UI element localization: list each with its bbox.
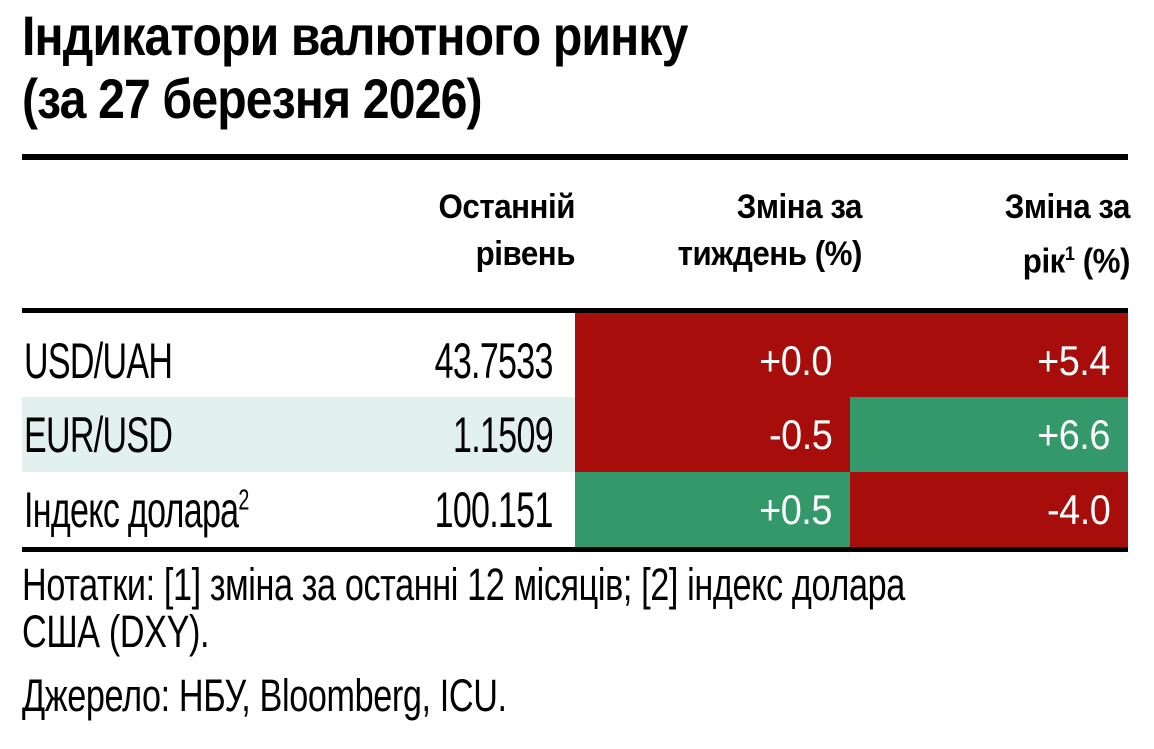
week-change-value: +0.0	[759, 337, 832, 384]
column-header-year-change-line2: рік1 (%)	[872, 231, 1131, 285]
header-divider	[22, 308, 1128, 313]
indicator-label: Індекс долара2	[24, 481, 249, 539]
row-label-area: Індекс долара2 100.151	[22, 472, 575, 547]
week-change-value: +0.5	[759, 485, 832, 533]
column-header-latest-level-line2: рівень	[475, 235, 576, 273]
year-change-value: -4.0	[1046, 485, 1111, 533]
page-title-line2: (за 27 березня 2026)	[22, 67, 483, 130]
page-title: Індикатори валютного ринку (за 27 березн…	[22, 4, 688, 130]
year-change-value: +6.6	[1037, 410, 1110, 458]
indicator-label: USD/UAH	[24, 332, 173, 390]
latest-level-value: 1.1509	[453, 406, 554, 463]
column-header-week-change: Зміна за тиждень (%)	[598, 184, 863, 278]
title-divider	[22, 154, 1128, 160]
column-header-year-change: Зміна за рік1 (%)	[872, 184, 1131, 285]
week-change-value: -0.5	[768, 410, 833, 458]
week-change-cell: -0.5	[575, 397, 850, 472]
footnotes-line2: США (DXY).	[22, 606, 210, 657]
column-header-year-change-line1: Зміна за	[1004, 188, 1131, 226]
indicator-label-text: Індекс долара	[24, 481, 239, 538]
table-bottom-divider	[22, 547, 1128, 552]
table-row-eur-usd: EUR/USD 1.1509 -0.5 +6.6	[22, 397, 1128, 472]
column-header-week-change-line1: Зміна за	[736, 188, 863, 226]
year-change-value: +5.4	[1037, 337, 1110, 384]
table-row-dollar-index: Індекс долара2 100.151 +0.5 -4.0	[22, 472, 1128, 547]
year-change-cell: +6.6	[850, 397, 1128, 472]
column-header-latest-level-line1: Останній	[438, 188, 576, 226]
indicator-label: EUR/USD	[24, 406, 173, 464]
source-line: Джерело: НБУ, Bloomberg, ICU.	[22, 670, 507, 721]
year-header-footnote-marker: 1	[1064, 243, 1075, 265]
column-header-latest-level: Останній рівень	[299, 184, 576, 278]
page-title-line1: Індикатори валютного ринку	[22, 4, 688, 67]
table-row-usd-uah: USD/UAH 43.7533 +0.0 +5.4	[22, 313, 1128, 397]
year-change-cell: -4.0	[850, 472, 1128, 547]
row-label-area: EUR/USD 1.1509	[22, 397, 575, 472]
column-header-week-change-line2: тиждень (%)	[677, 235, 863, 273]
footnotes-line1: Нотатки: [1] зміна за останні 12 місяців…	[22, 559, 905, 610]
latest-level-value: 100.151	[434, 481, 554, 538]
indicator-label-text: EUR/USD	[24, 406, 173, 463]
week-change-cell: +0.5	[575, 472, 850, 547]
indicator-footnote-marker: 2	[238, 483, 249, 516]
year-header-unit: (%)	[1074, 242, 1131, 281]
year-header-word: рік	[1022, 242, 1066, 281]
indicator-label-text: USD/UAH	[24, 333, 173, 389]
year-change-cell: +5.4	[850, 313, 1128, 397]
row-label-area: USD/UAH 43.7533	[22, 313, 575, 397]
week-change-cell: +0.0	[575, 313, 850, 397]
latest-level-value: 43.7533	[434, 333, 554, 389]
